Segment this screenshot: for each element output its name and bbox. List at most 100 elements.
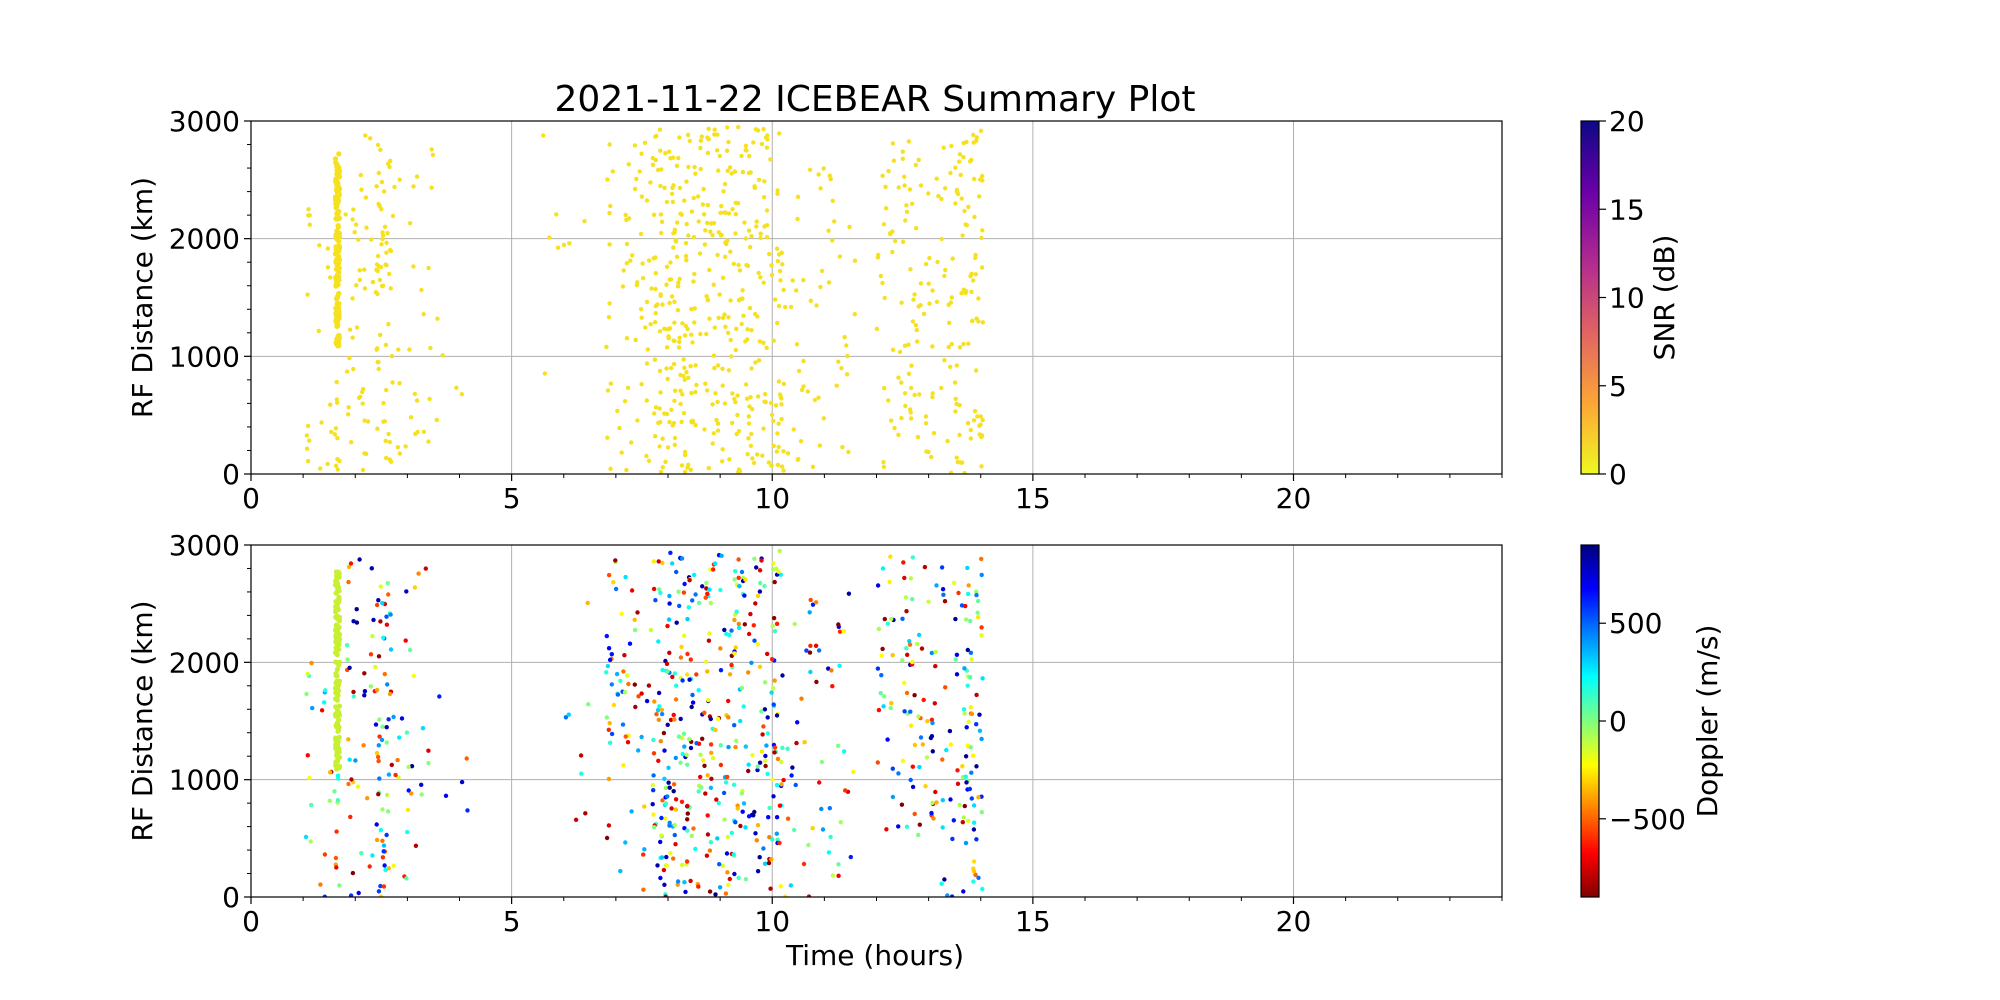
data-point (775, 756, 781, 762)
data-point (376, 654, 382, 659)
data-point (735, 201, 741, 206)
data-point (762, 680, 768, 685)
data-point (779, 782, 784, 787)
data-point (978, 414, 983, 419)
data-point (393, 772, 398, 778)
data-point (725, 834, 730, 840)
data-point (666, 336, 671, 341)
data-point (606, 727, 611, 732)
data-point (639, 151, 644, 156)
data-point (740, 169, 746, 175)
data-point (672, 832, 677, 838)
data-point (971, 803, 977, 808)
data-point (974, 316, 979, 321)
data-point (723, 254, 728, 259)
data-point (875, 760, 880, 765)
data-point (640, 276, 646, 281)
data-point (971, 869, 977, 874)
data-point (948, 470, 954, 474)
data-point (801, 861, 807, 867)
data-point (409, 764, 415, 769)
data-point (623, 840, 628, 845)
data-point (336, 734, 342, 741)
data-point (902, 575, 907, 581)
data-point (347, 665, 352, 670)
data-point (644, 398, 649, 403)
data-point (745, 452, 750, 457)
data-point (646, 258, 652, 263)
data-point (671, 712, 676, 718)
data-point (968, 705, 973, 710)
data-point (643, 325, 648, 330)
data-point (705, 773, 710, 778)
data-point (667, 277, 672, 282)
data-point (321, 700, 327, 705)
data-point (723, 210, 728, 215)
data-point (645, 347, 650, 352)
data-point (660, 798, 665, 803)
data-point (780, 262, 785, 267)
data-point (387, 271, 392, 277)
data-point (622, 399, 628, 404)
data-point (609, 682, 614, 687)
data-point (947, 728, 953, 734)
data-point (926, 191, 931, 196)
data-point (962, 666, 967, 671)
y-axis-label: RF Distance (km) (126, 177, 159, 418)
data-point (962, 208, 967, 214)
data-point (334, 295, 340, 301)
data-point (828, 834, 833, 840)
data-point (961, 889, 966, 894)
data-point (687, 138, 692, 144)
data-point (785, 816, 791, 821)
data-point (918, 303, 923, 308)
data-point (380, 855, 386, 860)
data-point (966, 583, 971, 588)
data-point (755, 452, 760, 457)
data-point (667, 650, 672, 655)
data-point (810, 464, 816, 469)
data-point (744, 396, 750, 401)
data-point (965, 683, 970, 688)
data-point (777, 803, 783, 808)
data-point (891, 158, 897, 163)
data-point (639, 315, 644, 320)
data-point (930, 720, 935, 726)
data-point (777, 131, 782, 136)
data-point (940, 798, 945, 803)
data-point (440, 353, 445, 358)
data-point (775, 462, 781, 468)
data-point (748, 443, 754, 448)
data-point (962, 470, 967, 474)
data-point (350, 870, 356, 876)
data-point (404, 589, 409, 594)
data-point (728, 298, 733, 303)
data-point (676, 734, 682, 739)
data-point (735, 412, 740, 418)
data-point (679, 556, 685, 561)
data-point (685, 132, 691, 138)
data-point (384, 455, 389, 461)
data-point (653, 134, 658, 139)
data-point (428, 345, 433, 351)
data-point (761, 340, 766, 345)
data-point (971, 820, 977, 825)
data-point (888, 705, 893, 711)
data-point (755, 823, 761, 828)
data-point (767, 805, 772, 811)
data-point (429, 147, 434, 152)
data-point (381, 849, 386, 854)
data-point (930, 288, 935, 293)
data-point (780, 673, 785, 678)
data-point (779, 402, 784, 407)
data-point (678, 388, 683, 393)
data-point (913, 323, 919, 328)
data-point (910, 764, 915, 769)
data-point (698, 138, 704, 143)
data-point (673, 755, 678, 761)
data-point (689, 390, 694, 396)
data-point (965, 743, 970, 748)
data-point (907, 639, 912, 644)
data-point (778, 394, 783, 400)
data-point (969, 657, 974, 662)
